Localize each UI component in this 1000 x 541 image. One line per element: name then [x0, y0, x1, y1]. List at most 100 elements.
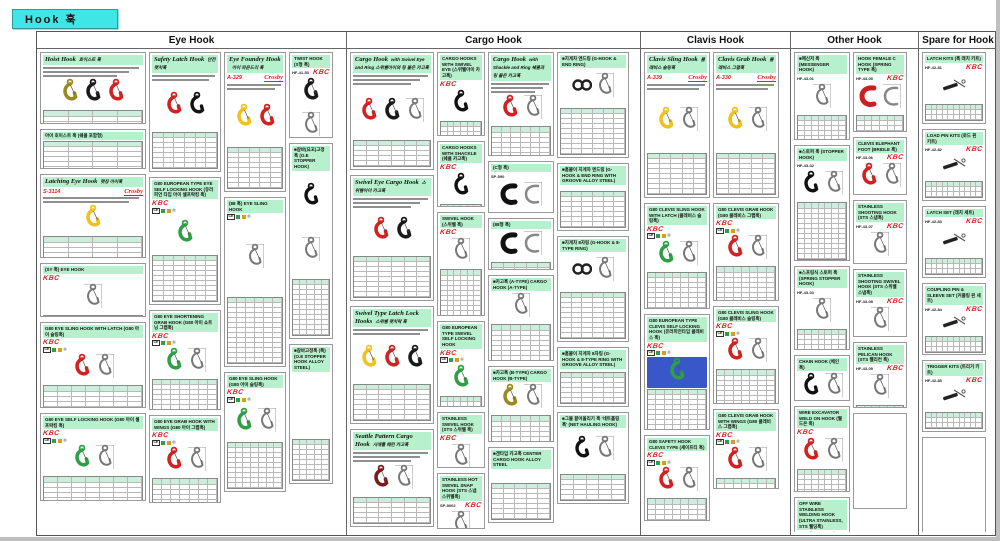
spec-table-cell [804, 253, 812, 259]
spec-table-cell [72, 391, 86, 397]
spec-table-cell [603, 139, 615, 144]
spec-table-cell [273, 353, 282, 358]
product-title: G80 CLEVIS GRAB HOOK (G80 클레비스 그랩훅) [716, 206, 776, 220]
spec-table-cell [530, 330, 541, 336]
spec-table-cell [664, 410, 673, 415]
spec-table-cell [717, 385, 726, 391]
spec-table-cell [937, 412, 943, 418]
spec-table [797, 468, 847, 491]
spec-table-cell [818, 253, 826, 259]
spec-table-cell [404, 395, 418, 400]
hook-icon [106, 78, 126, 109]
spec-table-cell [880, 131, 888, 132]
spec-table-cell [404, 277, 418, 282]
spec-table-cell [198, 479, 208, 485]
spec-table-cell [100, 482, 114, 488]
spec-table-cell [379, 513, 392, 518]
spec-table-cell [114, 401, 128, 407]
spec-table-cell [614, 134, 625, 139]
spec-table-cell [582, 372, 593, 378]
spec-table-cell [697, 293, 706, 299]
spec-table-cell [798, 223, 805, 229]
spec-table-cell [839, 208, 846, 214]
spec-table-cell [763, 164, 775, 169]
spec-table-cell [872, 405, 880, 407]
spec-table-cell [467, 121, 475, 127]
spec-table-cell [162, 479, 172, 485]
spec-table-cell [811, 126, 819, 132]
spec-table-cell [825, 233, 833, 239]
spec-table-cell [717, 164, 729, 169]
spec-table-cell [671, 174, 683, 179]
spec-table-cell [511, 431, 521, 437]
description-text [227, 87, 276, 90]
spec-table-cell [832, 233, 840, 239]
spec-table-cell [461, 132, 468, 135]
spec-table-cell [593, 139, 604, 144]
spec-table-cell [273, 323, 282, 328]
hook-icon [382, 344, 402, 375]
spec-table-cell [208, 499, 217, 502]
spec-table-cell [571, 202, 583, 207]
spec-table-cell [582, 298, 593, 303]
spec-table-cell [942, 104, 949, 110]
spec-table [716, 266, 776, 300]
spec-table-cell [511, 137, 521, 143]
spec-table-cell [264, 358, 273, 363]
spec-table-cell [228, 358, 237, 363]
product-cell: G80 EUROPEAN TYPE EYE SELF LOCKING HOOK … [149, 177, 221, 305]
spec-table-cell [153, 499, 163, 502]
spec-table-cell [895, 121, 903, 127]
spec-table-cell [474, 300, 481, 306]
spec-table-cell [307, 315, 315, 320]
spec-table-cell [818, 208, 826, 214]
spec-table-cell [603, 217, 615, 222]
spec-table-cell [206, 261, 217, 266]
spec-table-cell [798, 126, 805, 132]
spec-table-cell [750, 375, 759, 381]
spec-table-cell [255, 353, 264, 358]
spec-table-cell [798, 233, 805, 239]
product-cell: WIRE EXCAVATOR WELD ON HOOK (웰드온 훅) KBC [794, 406, 850, 492]
spec-table-cell [293, 310, 301, 315]
spec-table-cell [582, 393, 593, 398]
spec-table-cell [264, 318, 273, 323]
spec-table-cell [44, 477, 58, 483]
spec-table-cell [879, 115, 888, 122]
spec-table-cell [321, 330, 329, 335]
section-spare-for-hook: Spare for Hook LATCH KITS (훅 래치 키트) HF-42-… [919, 32, 997, 535]
spec-table-cell [538, 504, 550, 509]
spec-table-cell [664, 283, 673, 289]
spec-table-cell [672, 283, 682, 289]
spec-table-cell [937, 347, 943, 353]
product-meta: KBC [152, 432, 218, 439]
spec-table-cell [251, 463, 259, 468]
spec-table-cell [648, 400, 657, 405]
hook-figure [440, 443, 482, 467]
spec-table-cell [314, 315, 322, 320]
grade-square-mark [661, 460, 666, 465]
spec-table-cell [659, 169, 672, 174]
spec-table-cell [798, 490, 805, 491]
kbc-logo: KBC [886, 222, 905, 230]
spec-table-cell [818, 335, 826, 341]
spec-table-cell [293, 279, 301, 285]
spec-table-cell [839, 218, 846, 224]
spec-table-cell [593, 202, 604, 207]
spec-table-cell [515, 504, 527, 509]
spec-table-cell [228, 168, 239, 173]
spec-table-cell [68, 252, 93, 257]
spec-table-cell [614, 108, 625, 114]
spec-table-cell [273, 348, 282, 353]
spec-table-cell [948, 423, 954, 428]
spec-table-cell [260, 168, 272, 173]
spec-table-cell [728, 164, 741, 169]
spec-table-cell [751, 164, 764, 169]
grade-square-mark [730, 331, 735, 336]
hook-icon [257, 103, 277, 134]
spec-table-cell [228, 338, 237, 343]
spec-table-cell [970, 187, 977, 192]
spec-table-cell [648, 272, 657, 279]
spec-table-cell [959, 418, 966, 423]
product-title-text: SWIVEL HOOK (스위벨 훅) [442, 216, 474, 227]
